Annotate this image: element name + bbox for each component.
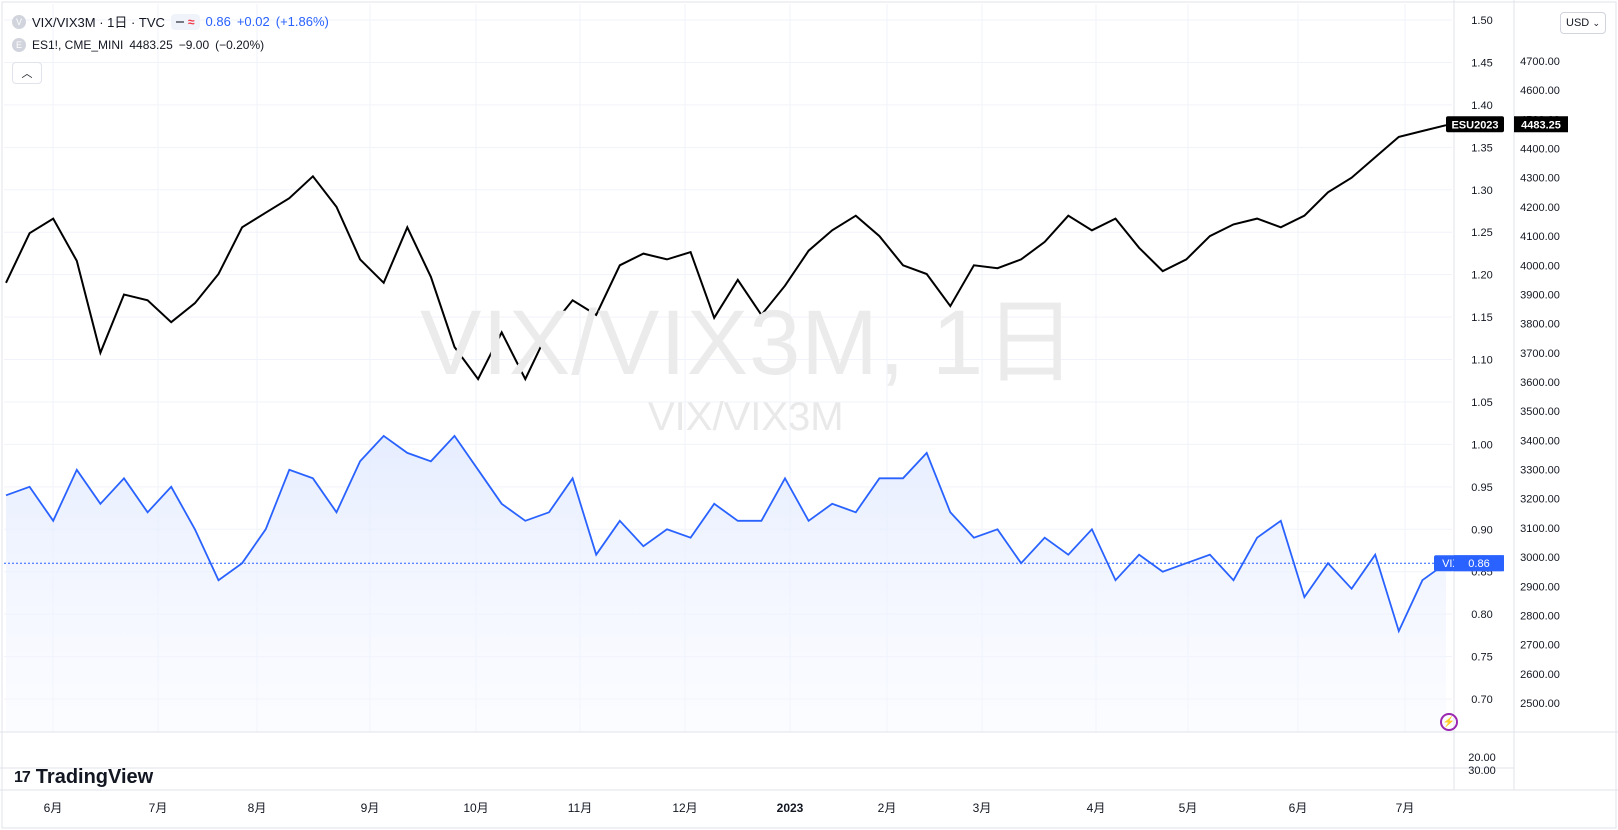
x-tick-label: 4月 (1087, 801, 1106, 815)
y-tick-es: 2600.00 (1520, 669, 1560, 681)
y-tick-vix: 0.90 (1471, 524, 1492, 536)
y-tick-es: 3400.00 (1520, 435, 1560, 447)
y-tick-vix: 0.95 (1471, 482, 1492, 494)
y-tick-es: 3600.00 (1520, 377, 1560, 389)
chevron-down-icon: ⌄ (1592, 17, 1600, 28)
es-price-tag-text: 4483.25 (1521, 119, 1561, 131)
vix-price-tag (1454, 555, 1504, 572)
y-tick-vix: 1.15 (1471, 312, 1492, 324)
collapse-legend-button[interactable]: ︿ (12, 62, 42, 84)
y-tick-vix: 1.40 (1471, 100, 1492, 112)
y-tick-es: 4600.00 (1520, 85, 1560, 97)
legend-second-value: 4483.25 (129, 38, 173, 52)
watermark-subtitle: VIX/VIX3M (648, 395, 844, 439)
vix-series-line (5, 434, 1447, 634)
currency-label: USD (1566, 17, 1590, 29)
y-tick-es: 3000.00 (1520, 552, 1560, 564)
y-tick-es: 2500.00 (1520, 698, 1560, 710)
es-symbol-tag (1446, 116, 1504, 133)
y-tick-es: 4400.00 (1520, 144, 1560, 156)
x-tick-label: 12月 (672, 801, 697, 815)
y-tick-es: 2900.00 (1520, 581, 1560, 593)
tradingview-logo[interactable]: 17 TradingView (14, 766, 153, 789)
y-tick-es: 4700.00 (1520, 56, 1560, 68)
x-tick-label: 7月 (149, 801, 168, 815)
lower-pane-tick: 30.00 (1468, 765, 1496, 777)
y-tick-es: 3300.00 (1520, 465, 1560, 477)
y-tick-es: 2800.00 (1520, 610, 1560, 622)
es-price-tag (1514, 116, 1568, 133)
y-tick-vix: 1.05 (1471, 397, 1492, 409)
y-tick-vix: 1.25 (1471, 227, 1492, 239)
y-tick-es: 3500.00 (1520, 406, 1560, 418)
y-tick-es: 4000.00 (1520, 260, 1560, 272)
y-tick-es: 3100.00 (1520, 523, 1560, 535)
y-tick-es: 2700.00 (1520, 640, 1560, 652)
lower-pane-tick: 20.00 (1468, 752, 1496, 764)
x-tick-label: 5月 (1179, 801, 1198, 815)
y-tick-vix: 1.50 (1471, 15, 1492, 27)
y-tick-es: 4200.00 (1520, 202, 1560, 214)
y-tick-es: 3900.00 (1520, 289, 1560, 301)
y-tick-vix: 0.80 (1471, 609, 1492, 621)
legend-controls[interactable]: ≈ (170, 13, 200, 30)
legend-second-symbol[interactable]: ES1!, CME_MINI (32, 38, 124, 52)
y-tick-vix: 0.75 (1471, 652, 1492, 664)
watermark-title: VIX/VIX3M, 1日 (420, 292, 1078, 394)
wave-icon[interactable]: ≈ (187, 14, 195, 29)
y-tick-vix: 1.35 (1471, 142, 1492, 154)
legend-main-value: 0.86 (205, 14, 231, 29)
legend-main-change-pct: (+1.86%) (275, 14, 329, 29)
y-tick-es: 4100.00 (1520, 231, 1560, 243)
x-tick-label: 6月 (1289, 801, 1308, 815)
currency-selector[interactable]: USD ⌄ (1560, 12, 1606, 34)
lightning-icon[interactable]: ⚡ (1440, 713, 1458, 731)
tradingview-logo-icon: 17 (14, 768, 31, 786)
y-tick-es: 3800.00 (1520, 319, 1560, 331)
chevron-up-icon: ︿ (21, 68, 33, 80)
es-series-line (5, 124, 1447, 382)
es-symbol-tag-text: ESU2023 (1451, 119, 1498, 131)
y-tick-vix: 1.30 (1471, 185, 1492, 197)
y-tick-vix: 1.10 (1471, 355, 1492, 367)
x-tick-label: 8月 (248, 801, 267, 815)
y-tick-es: 3700.00 (1520, 348, 1560, 360)
y-tick-es: 3200.00 (1520, 494, 1560, 506)
x-tick-label: 3月 (973, 801, 992, 815)
symbol-logo-icon: E (12, 38, 26, 52)
vix-area-fill (6, 435, 1446, 732)
x-tick-label: 2023 (777, 801, 804, 815)
y-tick-es: 4300.00 (1520, 173, 1560, 185)
legend-main[interactable]: V VIX/VIX3M · 1日 · TVC ≈ 0.86 +0.02 (+1.… (12, 12, 329, 31)
y-tick-vix: 1.00 (1471, 439, 1492, 451)
x-tick-label: 6月 (44, 801, 63, 815)
x-tick-label: 10月 (463, 801, 488, 815)
x-tick-label: 9月 (361, 801, 380, 815)
y-tick-vix: 0.70 (1471, 694, 1492, 706)
minus-icon[interactable] (175, 20, 184, 23)
symbol-logo-icon: V (12, 14, 26, 29)
legend-second-change: −9.00 (178, 38, 210, 52)
legend-second[interactable]: E ES1!, CME_MINI 4483.25 −9.00 (−0.20%) (12, 38, 264, 52)
x-tick-label: 7月 (1396, 801, 1415, 815)
legend-main-symbol[interactable]: VIX/VIX3M · 1日 · TVC (32, 15, 165, 30)
x-tick-label: 11月 (568, 801, 592, 815)
legend-second-change-pct: (−0.20%) (215, 38, 265, 52)
legend-main-change: +0.02 (236, 14, 270, 29)
vix-price-tag-text: 0.86 (1468, 558, 1489, 570)
x-tick-label: 2月 (878, 801, 897, 815)
y-tick-vix: 1.20 (1471, 270, 1492, 282)
y-tick-vix: 1.45 (1471, 57, 1492, 69)
brand-name: TradingView (35, 766, 154, 788)
